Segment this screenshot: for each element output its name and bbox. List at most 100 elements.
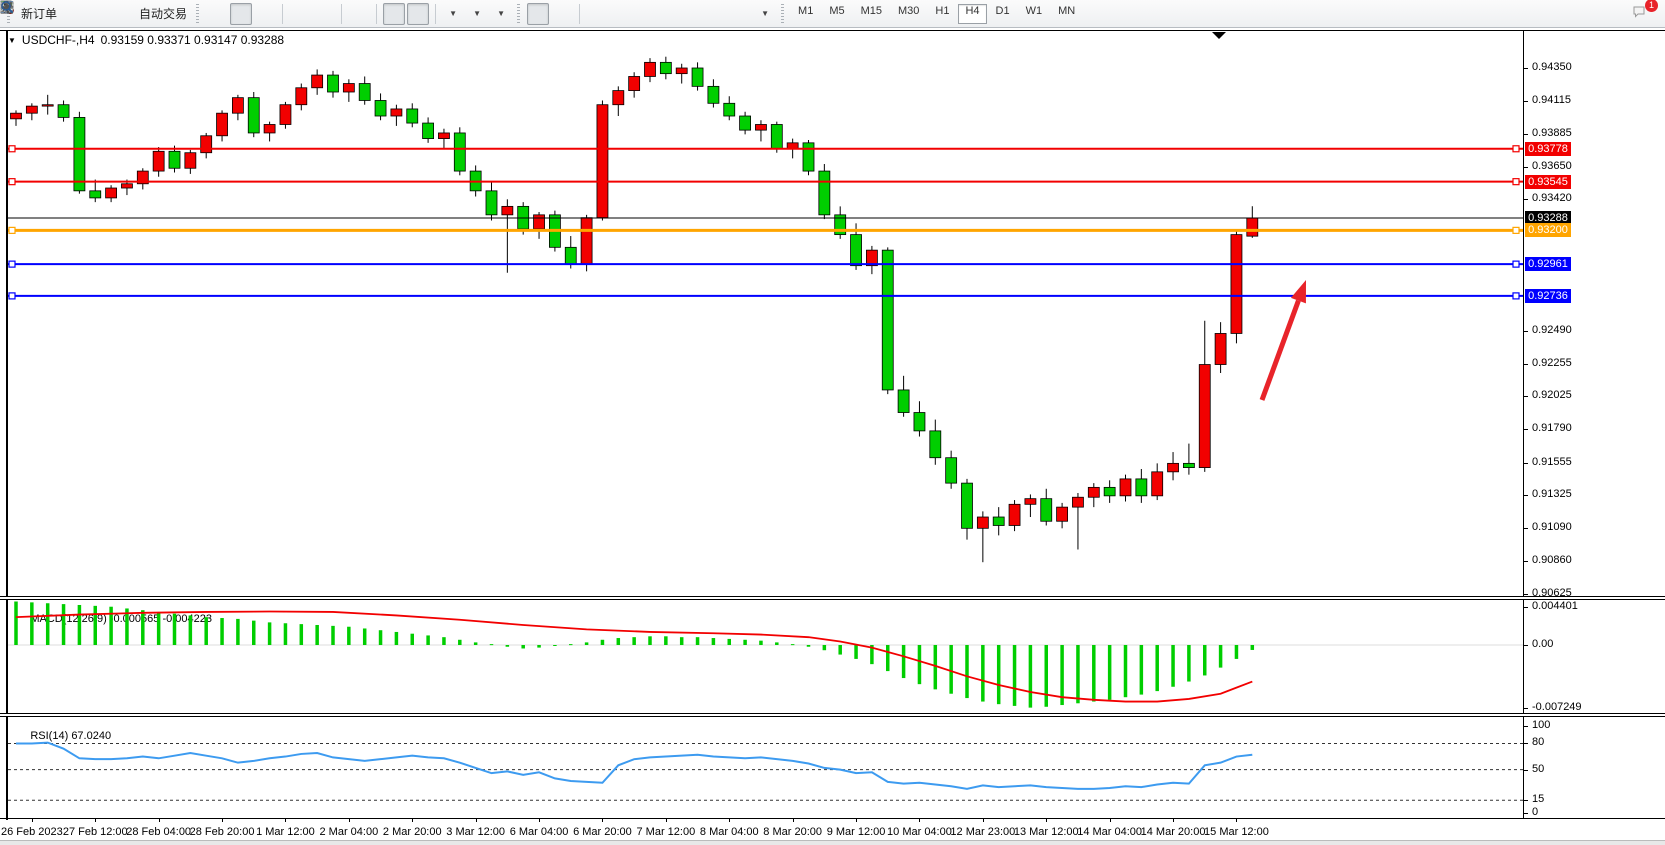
bear-candle[interactable] bbox=[881, 249, 894, 391]
candlestick-chart-button[interactable] bbox=[1, 1, 253, 25]
bull-candle[interactable] bbox=[1087, 486, 1100, 498]
bear-candle[interactable] bbox=[913, 412, 926, 432]
bull-candle[interactable] bbox=[136, 170, 149, 185]
bear-candle[interactable] bbox=[73, 117, 86, 192]
bull-candle[interactable] bbox=[1167, 462, 1179, 473]
bull-candle[interactable] bbox=[1198, 364, 1211, 468]
bear-candle[interactable] bbox=[327, 74, 339, 93]
chart-shift-button[interactable] bbox=[1, 2, 430, 25]
hline-endpoint[interactable] bbox=[1512, 292, 1520, 300]
bull-candle[interactable] bbox=[1024, 498, 1037, 505]
bull-candle[interactable] bbox=[1151, 471, 1164, 497]
templates-button[interactable]: ▼ bbox=[0, 1, 512, 25]
hline-endpoint[interactable] bbox=[8, 292, 16, 300]
bear-candle[interactable] bbox=[929, 430, 942, 459]
bull-candle[interactable] bbox=[263, 124, 276, 134]
bear-candle[interactable] bbox=[1135, 478, 1148, 497]
fibonacci-button[interactable]: F bbox=[1, 2, 704, 25]
hline-endpoint[interactable] bbox=[1512, 178, 1520, 186]
channel-button[interactable]: E bbox=[0, 1, 680, 25]
trend-arrow-head[interactable] bbox=[1290, 280, 1306, 304]
bear-candle[interactable] bbox=[1183, 462, 1195, 468]
indicators-button[interactable]: ▼ bbox=[0, 1, 464, 25]
hline-endpoint[interactable] bbox=[1512, 145, 1520, 153]
timeframe-button-h1[interactable]: H1 bbox=[935, 4, 950, 17]
text-label-button[interactable]: T bbox=[0, 1, 752, 25]
hline-endpoint[interactable] bbox=[8, 145, 16, 153]
new-order-button[interactable]: 新订单 bbox=[0, 0, 61, 25]
bear-candle[interactable] bbox=[89, 190, 102, 199]
bull-candle[interactable] bbox=[1246, 217, 1259, 237]
bull-candle[interactable] bbox=[596, 104, 609, 219]
bear-candle[interactable] bbox=[1040, 498, 1053, 522]
bear-candle[interactable] bbox=[739, 115, 751, 131]
hline-endpoint[interactable] bbox=[8, 178, 16, 186]
chart-window[interactable]: ▼ USDCHF-,H4 0.93159 0.93371 0.93147 0.9… bbox=[0, 28, 1665, 840]
crosshair-button[interactable] bbox=[1, 1, 573, 25]
bull-candle[interactable] bbox=[184, 152, 197, 169]
bull-candle[interactable] bbox=[1119, 478, 1132, 497]
bear-candle[interactable] bbox=[168, 150, 181, 169]
bull-candle[interactable] bbox=[10, 112, 22, 120]
bull-candle[interactable] bbox=[628, 76, 641, 91]
bull-candle[interactable] bbox=[533, 214, 545, 230]
bull-candle[interactable] bbox=[152, 150, 165, 172]
bear-candle[interactable] bbox=[961, 482, 973, 529]
bull-candle[interactable] bbox=[216, 112, 228, 137]
bull-candle[interactable] bbox=[279, 104, 292, 125]
bear-candle[interactable] bbox=[897, 389, 910, 413]
bear-candle[interactable] bbox=[723, 102, 736, 117]
bull-candle[interactable] bbox=[612, 90, 625, 106]
line-chart-button[interactable] bbox=[0, 1, 276, 25]
bull-candle[interactable] bbox=[121, 183, 133, 189]
timeframe-button-m15[interactable]: M15 bbox=[860, 4, 882, 17]
bull-candle[interactable] bbox=[644, 61, 656, 77]
vertical-line-button[interactable] bbox=[6, 1, 608, 25]
bear-candle[interactable] bbox=[358, 83, 371, 101]
trendline-button[interactable] bbox=[1, 1, 656, 25]
timeframe-button-m5[interactable]: M5 bbox=[829, 4, 845, 17]
bull-candle[interactable] bbox=[295, 87, 308, 106]
bull-candle[interactable] bbox=[438, 132, 450, 140]
timeframe-button-mn[interactable]: MN bbox=[1058, 4, 1076, 17]
bear-candle[interactable] bbox=[818, 170, 831, 216]
timeframe-button-m1[interactable]: M1 bbox=[798, 4, 814, 17]
gold-diamond-button[interactable] bbox=[0, 0, 85, 25]
zoom-in-button[interactable] bbox=[1, 1, 311, 25]
bull-candle[interactable] bbox=[390, 108, 403, 117]
timeframe-button-h4[interactable]: H4 bbox=[958, 3, 987, 24]
periods-button[interactable]: ▼ bbox=[0, 0, 488, 25]
bear-candle[interactable] bbox=[992, 516, 1005, 526]
notifications-button[interactable]: 1 bbox=[1631, 0, 1658, 25]
bear-candle[interactable] bbox=[57, 104, 70, 118]
bull-candle[interactable] bbox=[976, 516, 989, 529]
timeframe-button-m30[interactable]: M30 bbox=[898, 4, 920, 17]
bear-candle[interactable] bbox=[945, 457, 958, 484]
signal-button[interactable] bbox=[1, 1, 133, 25]
toolbar-grip[interactable] bbox=[517, 3, 523, 24]
chart-shift-marker[interactable] bbox=[1212, 32, 1226, 39]
bull-candle[interactable] bbox=[675, 67, 688, 75]
cursor-button[interactable] bbox=[3, 1, 550, 25]
tile-windows-button[interactable] bbox=[1, 1, 370, 25]
arrows-button[interactable]: ▼ bbox=[2, 2, 776, 25]
bear-candle[interactable] bbox=[850, 234, 862, 267]
hline-endpoint[interactable] bbox=[1512, 260, 1520, 268]
bear-candle[interactable] bbox=[691, 67, 704, 87]
bull-candle[interactable] bbox=[501, 205, 514, 216]
bear-candle[interactable] bbox=[406, 108, 419, 124]
bull-candle[interactable] bbox=[755, 124, 767, 131]
trend-arrow-shaft[interactable] bbox=[1259, 299, 1301, 401]
bull-candle[interactable] bbox=[41, 104, 54, 107]
search-button[interactable] bbox=[1, 1, 1629, 25]
toolbar-grip[interactable] bbox=[781, 3, 787, 24]
bear-candle[interactable] bbox=[659, 61, 672, 75]
zoom-out-button[interactable] bbox=[1, 1, 335, 25]
hline-endpoint[interactable] bbox=[8, 226, 16, 234]
bull-candle[interactable] bbox=[231, 97, 244, 114]
hline-endpoint[interactable] bbox=[1512, 226, 1520, 234]
bear-candle[interactable] bbox=[485, 190, 498, 216]
bear-candle[interactable] bbox=[834, 214, 847, 236]
bear-candle[interactable] bbox=[707, 85, 720, 104]
bull-candle[interactable] bbox=[1072, 496, 1084, 508]
